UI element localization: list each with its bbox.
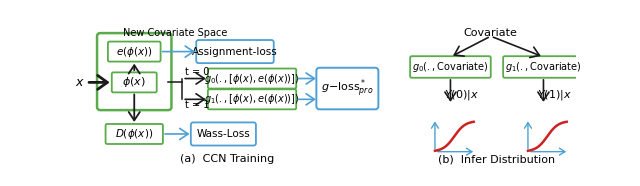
Text: t = 1: t = 1: [184, 100, 209, 110]
FancyBboxPatch shape: [208, 68, 296, 89]
FancyBboxPatch shape: [108, 41, 161, 62]
Text: $g\mathregular{-loss}^*_{pro}$: $g\mathregular{-loss}^*_{pro}$: [321, 77, 374, 100]
Text: $x$: $x$: [75, 76, 84, 89]
FancyBboxPatch shape: [106, 124, 163, 144]
Text: Wass-Loss: Wass-Loss: [196, 129, 250, 139]
Text: New Covariate Space: New Covariate Space: [123, 28, 227, 39]
FancyBboxPatch shape: [191, 122, 256, 145]
Text: $Y(1)|x$: $Y(1)|x$: [537, 88, 572, 102]
FancyBboxPatch shape: [410, 56, 491, 78]
Text: $D(\phi(x))$: $D(\phi(x))$: [115, 127, 154, 141]
Text: t = 0: t = 0: [184, 67, 209, 77]
FancyBboxPatch shape: [503, 56, 584, 78]
Text: $Y(0)|x$: $Y(0)|x$: [444, 88, 479, 102]
Text: Assignment-loss: Assignment-loss: [192, 46, 278, 57]
Text: $g_1(.,[\phi(x),e(\phi(x))])$: $g_1(.,[\phi(x),e(\phi(x))])$: [204, 92, 300, 106]
Text: $e(\phi(x))$: $e(\phi(x))$: [116, 45, 152, 59]
Text: Covariate: Covariate: [464, 28, 518, 39]
Text: (a)  CCN Training: (a) CCN Training: [180, 154, 275, 164]
Text: $g_0(.,[\phi(x),e(\phi(x))])$: $g_0(.,[\phi(x),e(\phi(x))])$: [204, 72, 300, 86]
FancyBboxPatch shape: [316, 68, 378, 109]
Text: $g_1(.,\mathrm{Covariate})$: $g_1(.,\mathrm{Covariate})$: [505, 60, 582, 74]
Text: (b)  Infer Distribution: (b) Infer Distribution: [438, 154, 556, 164]
Text: $g_0(.,\mathrm{Covariate})$: $g_0(.,\mathrm{Covariate})$: [412, 60, 489, 74]
FancyBboxPatch shape: [196, 40, 274, 63]
FancyBboxPatch shape: [208, 89, 296, 109]
FancyBboxPatch shape: [112, 72, 157, 92]
Text: $\phi(x)$: $\phi(x)$: [122, 75, 146, 89]
FancyBboxPatch shape: [97, 33, 172, 110]
